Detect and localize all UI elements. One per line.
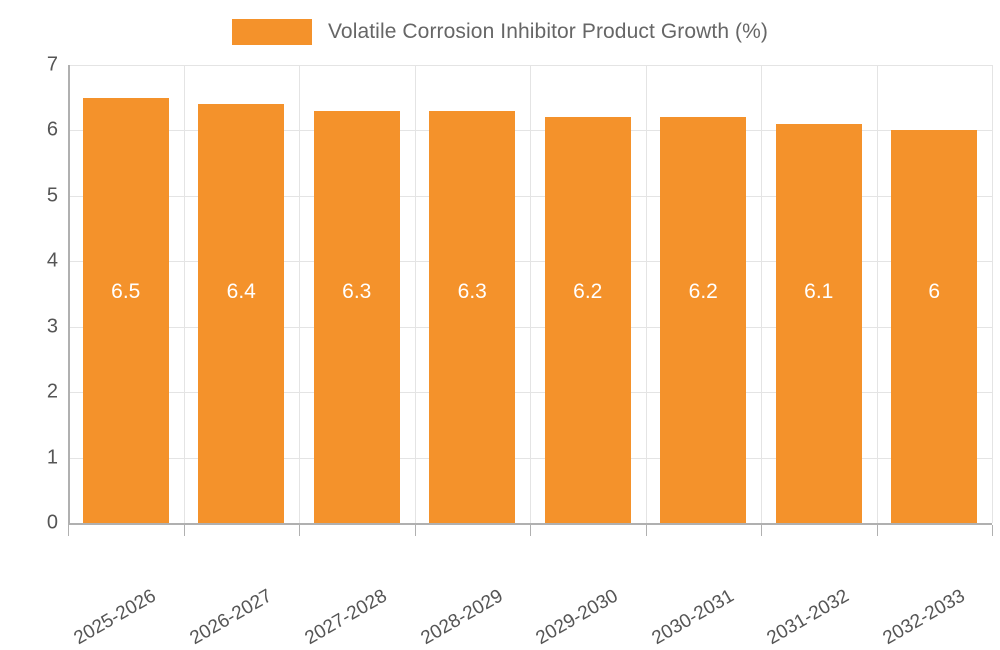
bar[interactable] xyxy=(544,117,631,523)
bar-value-label: 6.4 xyxy=(226,280,256,303)
y-axis-tick-label: 4 xyxy=(46,249,58,272)
x-axis-tick-label: 2030-2031 xyxy=(648,585,738,650)
gridline-vertical xyxy=(415,65,416,523)
chart-legend: Volatile Corrosion Inhibitor Product Gro… xyxy=(0,0,1000,64)
x-axis-tick-mark xyxy=(530,525,531,536)
gridline-vertical xyxy=(184,65,185,523)
bar-value-label: 6.3 xyxy=(342,280,372,303)
y-axis-line xyxy=(68,65,70,525)
bar-value-label: 6.2 xyxy=(688,280,718,303)
x-axis-tick-mark xyxy=(646,525,647,536)
x-axis-tick-mark xyxy=(299,525,300,536)
x-axis-tick-label: 2025-2026 xyxy=(70,585,160,650)
x-axis-tick-label: 2026-2027 xyxy=(186,585,276,650)
x-axis-tick-mark xyxy=(877,525,878,536)
bar-value-label: 6 xyxy=(928,280,941,303)
y-axis-tick-label: 2 xyxy=(46,380,58,403)
x-axis-tick-label: 2031-2032 xyxy=(763,585,853,650)
x-axis-tick-label: 2029-2030 xyxy=(532,585,622,650)
y-axis-tick-label: 1 xyxy=(46,446,58,469)
bar[interactable] xyxy=(775,123,862,523)
bar[interactable] xyxy=(313,110,400,523)
x-axis-tick-mark xyxy=(992,525,993,536)
x-axis-tick-mark xyxy=(761,525,762,536)
legend-color-swatch-icon xyxy=(231,19,312,45)
x-axis-line xyxy=(68,523,992,525)
bar[interactable] xyxy=(82,97,169,523)
bar-value-label: 6.1 xyxy=(804,280,834,303)
gridline-vertical xyxy=(761,65,762,523)
x-axis-tick-mark xyxy=(68,525,69,536)
gridline-vertical xyxy=(530,65,531,523)
y-axis-tick-label: 5 xyxy=(46,184,58,207)
x-axis-tick-mark xyxy=(184,525,185,536)
plot-area: 6.5 6.4 6.3 6.3 6.2 6.2 6.1 6 xyxy=(68,65,993,524)
bar[interactable] xyxy=(660,117,747,523)
bar-value-label: 6.2 xyxy=(573,280,603,303)
bar-value-label: 6.5 xyxy=(111,280,141,303)
gridline-vertical xyxy=(299,65,300,523)
gridline-vertical xyxy=(992,65,993,523)
y-axis-tick-labels: 0 1 2 3 4 5 6 7 xyxy=(0,0,58,600)
y-axis-tick-label: 3 xyxy=(46,315,58,338)
bar[interactable] xyxy=(198,104,285,523)
gridline-vertical xyxy=(877,65,878,523)
y-axis-tick-label: 6 xyxy=(46,118,58,141)
legend-item-volatile-corrosion-inhibitor-product-growth[interactable]: Volatile Corrosion Inhibitor Product Gro… xyxy=(231,19,769,45)
x-axis-tick-label: 2032-2033 xyxy=(879,585,969,650)
x-axis-tick-label: 2028-2029 xyxy=(417,585,507,650)
x-axis-tick-label: 2027-2028 xyxy=(301,585,391,650)
y-axis-tick-label: 0 xyxy=(46,511,58,534)
bar[interactable] xyxy=(891,130,978,523)
legend-label: Volatile Corrosion Inhibitor Product Gro… xyxy=(327,20,769,43)
y-axis-tick-label: 7 xyxy=(46,53,58,76)
x-axis-tick-mark xyxy=(415,525,416,536)
bar[interactable] xyxy=(429,110,516,523)
bar-value-label: 6.3 xyxy=(457,280,487,303)
gridline-vertical xyxy=(646,65,647,523)
